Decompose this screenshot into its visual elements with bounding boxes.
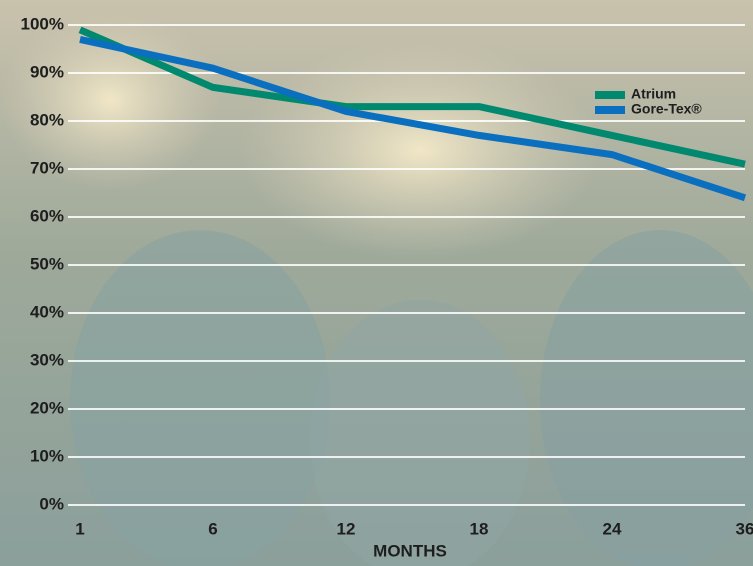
x-tick-label: 12 [337, 519, 356, 538]
x-tick-label: 36 [736, 519, 753, 538]
y-tick-label: 60% [30, 206, 64, 225]
y-tick-label: 30% [30, 350, 64, 369]
x-tick-label: 6 [208, 519, 217, 538]
figure [310, 300, 530, 566]
y-tick-label: 50% [30, 254, 64, 273]
figure [70, 230, 330, 566]
y-tick-label: 10% [30, 446, 64, 465]
y-tick-label: 40% [30, 302, 64, 321]
y-tick-label: 90% [30, 62, 64, 81]
x-tick-label: 1 [75, 519, 84, 538]
legend-label: Atrium [631, 86, 676, 102]
x-tick-label: 24 [603, 519, 622, 538]
y-tick-label: 20% [30, 398, 64, 417]
y-tick-label: 100% [21, 14, 64, 33]
figure [540, 230, 753, 566]
x-axis-label: MONTHS [373, 541, 447, 560]
series-line [78, 26, 746, 168]
y-tick-label: 70% [30, 158, 64, 177]
legend-swatch [595, 91, 625, 99]
series-line [79, 35, 747, 202]
lamp-glow [240, 40, 600, 260]
legend-swatch [595, 106, 625, 114]
y-tick-label: 80% [30, 110, 64, 129]
y-tick-label: 0% [39, 494, 64, 513]
x-tick-label: 18 [470, 519, 489, 538]
legend-label: Gore-Tex® [631, 101, 702, 117]
